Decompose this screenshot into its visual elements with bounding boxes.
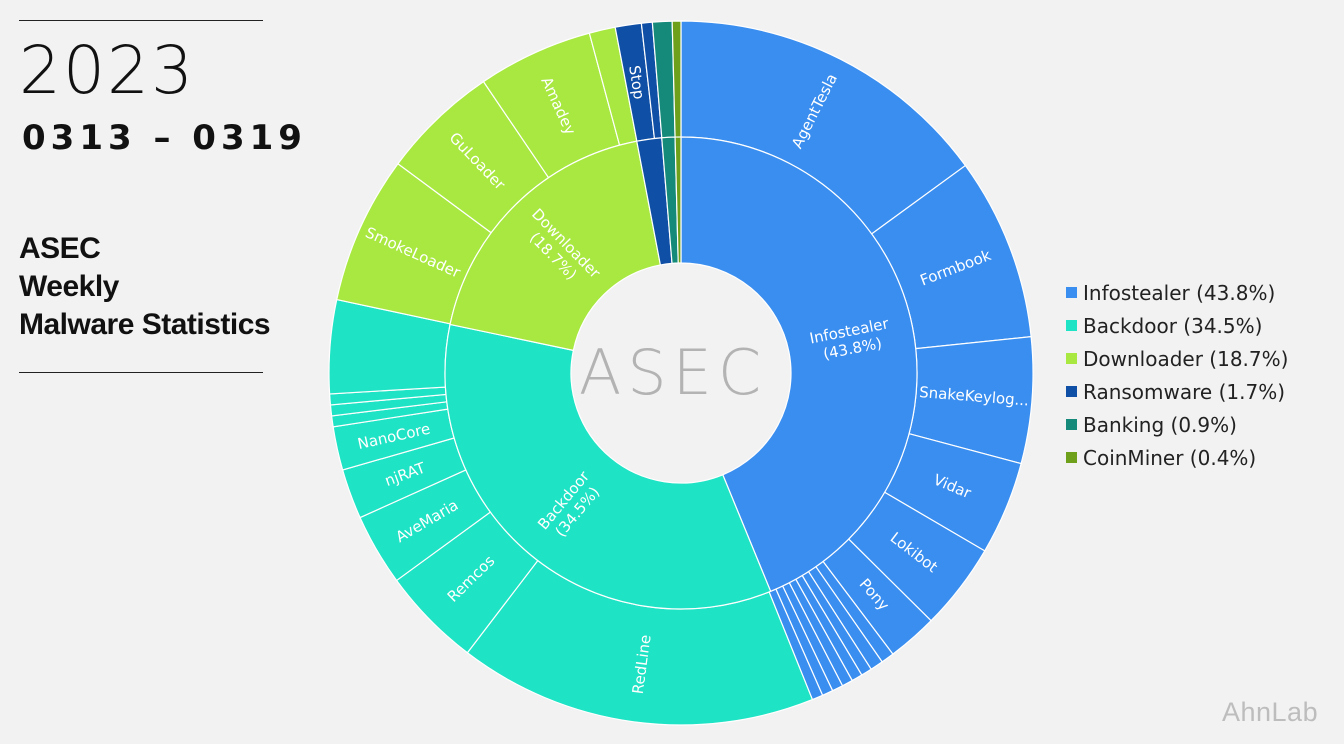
report-title-line: Malware Statistics	[19, 308, 271, 341]
legend-swatch	[1066, 287, 1077, 298]
inner-slice-coinminer	[674, 136, 682, 264]
asec-center-logo: ASEC	[579, 336, 767, 409]
inner-ring	[444, 136, 918, 610]
report-title-line: ASEC	[19, 232, 101, 265]
legend-swatch	[1066, 353, 1077, 364]
legend-swatch	[1066, 419, 1077, 430]
date-range: 0313 – 0319	[22, 118, 307, 158]
legend-item: Infostealer (43.8%)	[1066, 276, 1288, 309]
report-title: ASEC Weekly Malware Statistics	[19, 230, 271, 344]
chart-legend: Infostealer (43.8%) Backdoor (34.5%) Downl…	[1066, 276, 1288, 474]
bottom-divider	[19, 372, 263, 373]
legend-label: Ransomware (1.7%)	[1083, 379, 1286, 404]
ahnlab-logo: AhnLab	[1222, 697, 1319, 727]
legend-label: Downloader (18.7%)	[1083, 346, 1289, 371]
legend-label: Backdoor (34.5%)	[1083, 313, 1263, 338]
legend-item: Downloader (18.7%)	[1066, 342, 1288, 375]
legend-label: CoinMiner (0.4%)	[1083, 445, 1257, 470]
legend-item: Ransomware (1.7%)	[1066, 375, 1288, 408]
inner-slice-backdoor	[444, 323, 772, 610]
inner-slice-infostealer	[680, 136, 918, 593]
top-divider	[19, 20, 263, 21]
legend-item: Backdoor (34.5%)	[1066, 309, 1288, 342]
outer-ring	[328, 20, 1034, 726]
legend-item: CoinMiner (0.4%)	[1066, 441, 1288, 474]
legend-label: Banking (0.9%)	[1083, 412, 1237, 437]
legend-label: Infostealer (43.8%)	[1083, 280, 1276, 305]
outer-label-stop: Stop	[625, 64, 648, 100]
inner-slice-downloader	[449, 140, 662, 352]
legend-swatch	[1066, 452, 1077, 463]
report-title-line: Weekly	[19, 270, 119, 303]
legend-item: Banking (0.9%)	[1066, 408, 1288, 441]
report-year: 2023	[19, 32, 195, 109]
legend-swatch	[1066, 320, 1077, 331]
legend-swatch	[1066, 386, 1077, 397]
